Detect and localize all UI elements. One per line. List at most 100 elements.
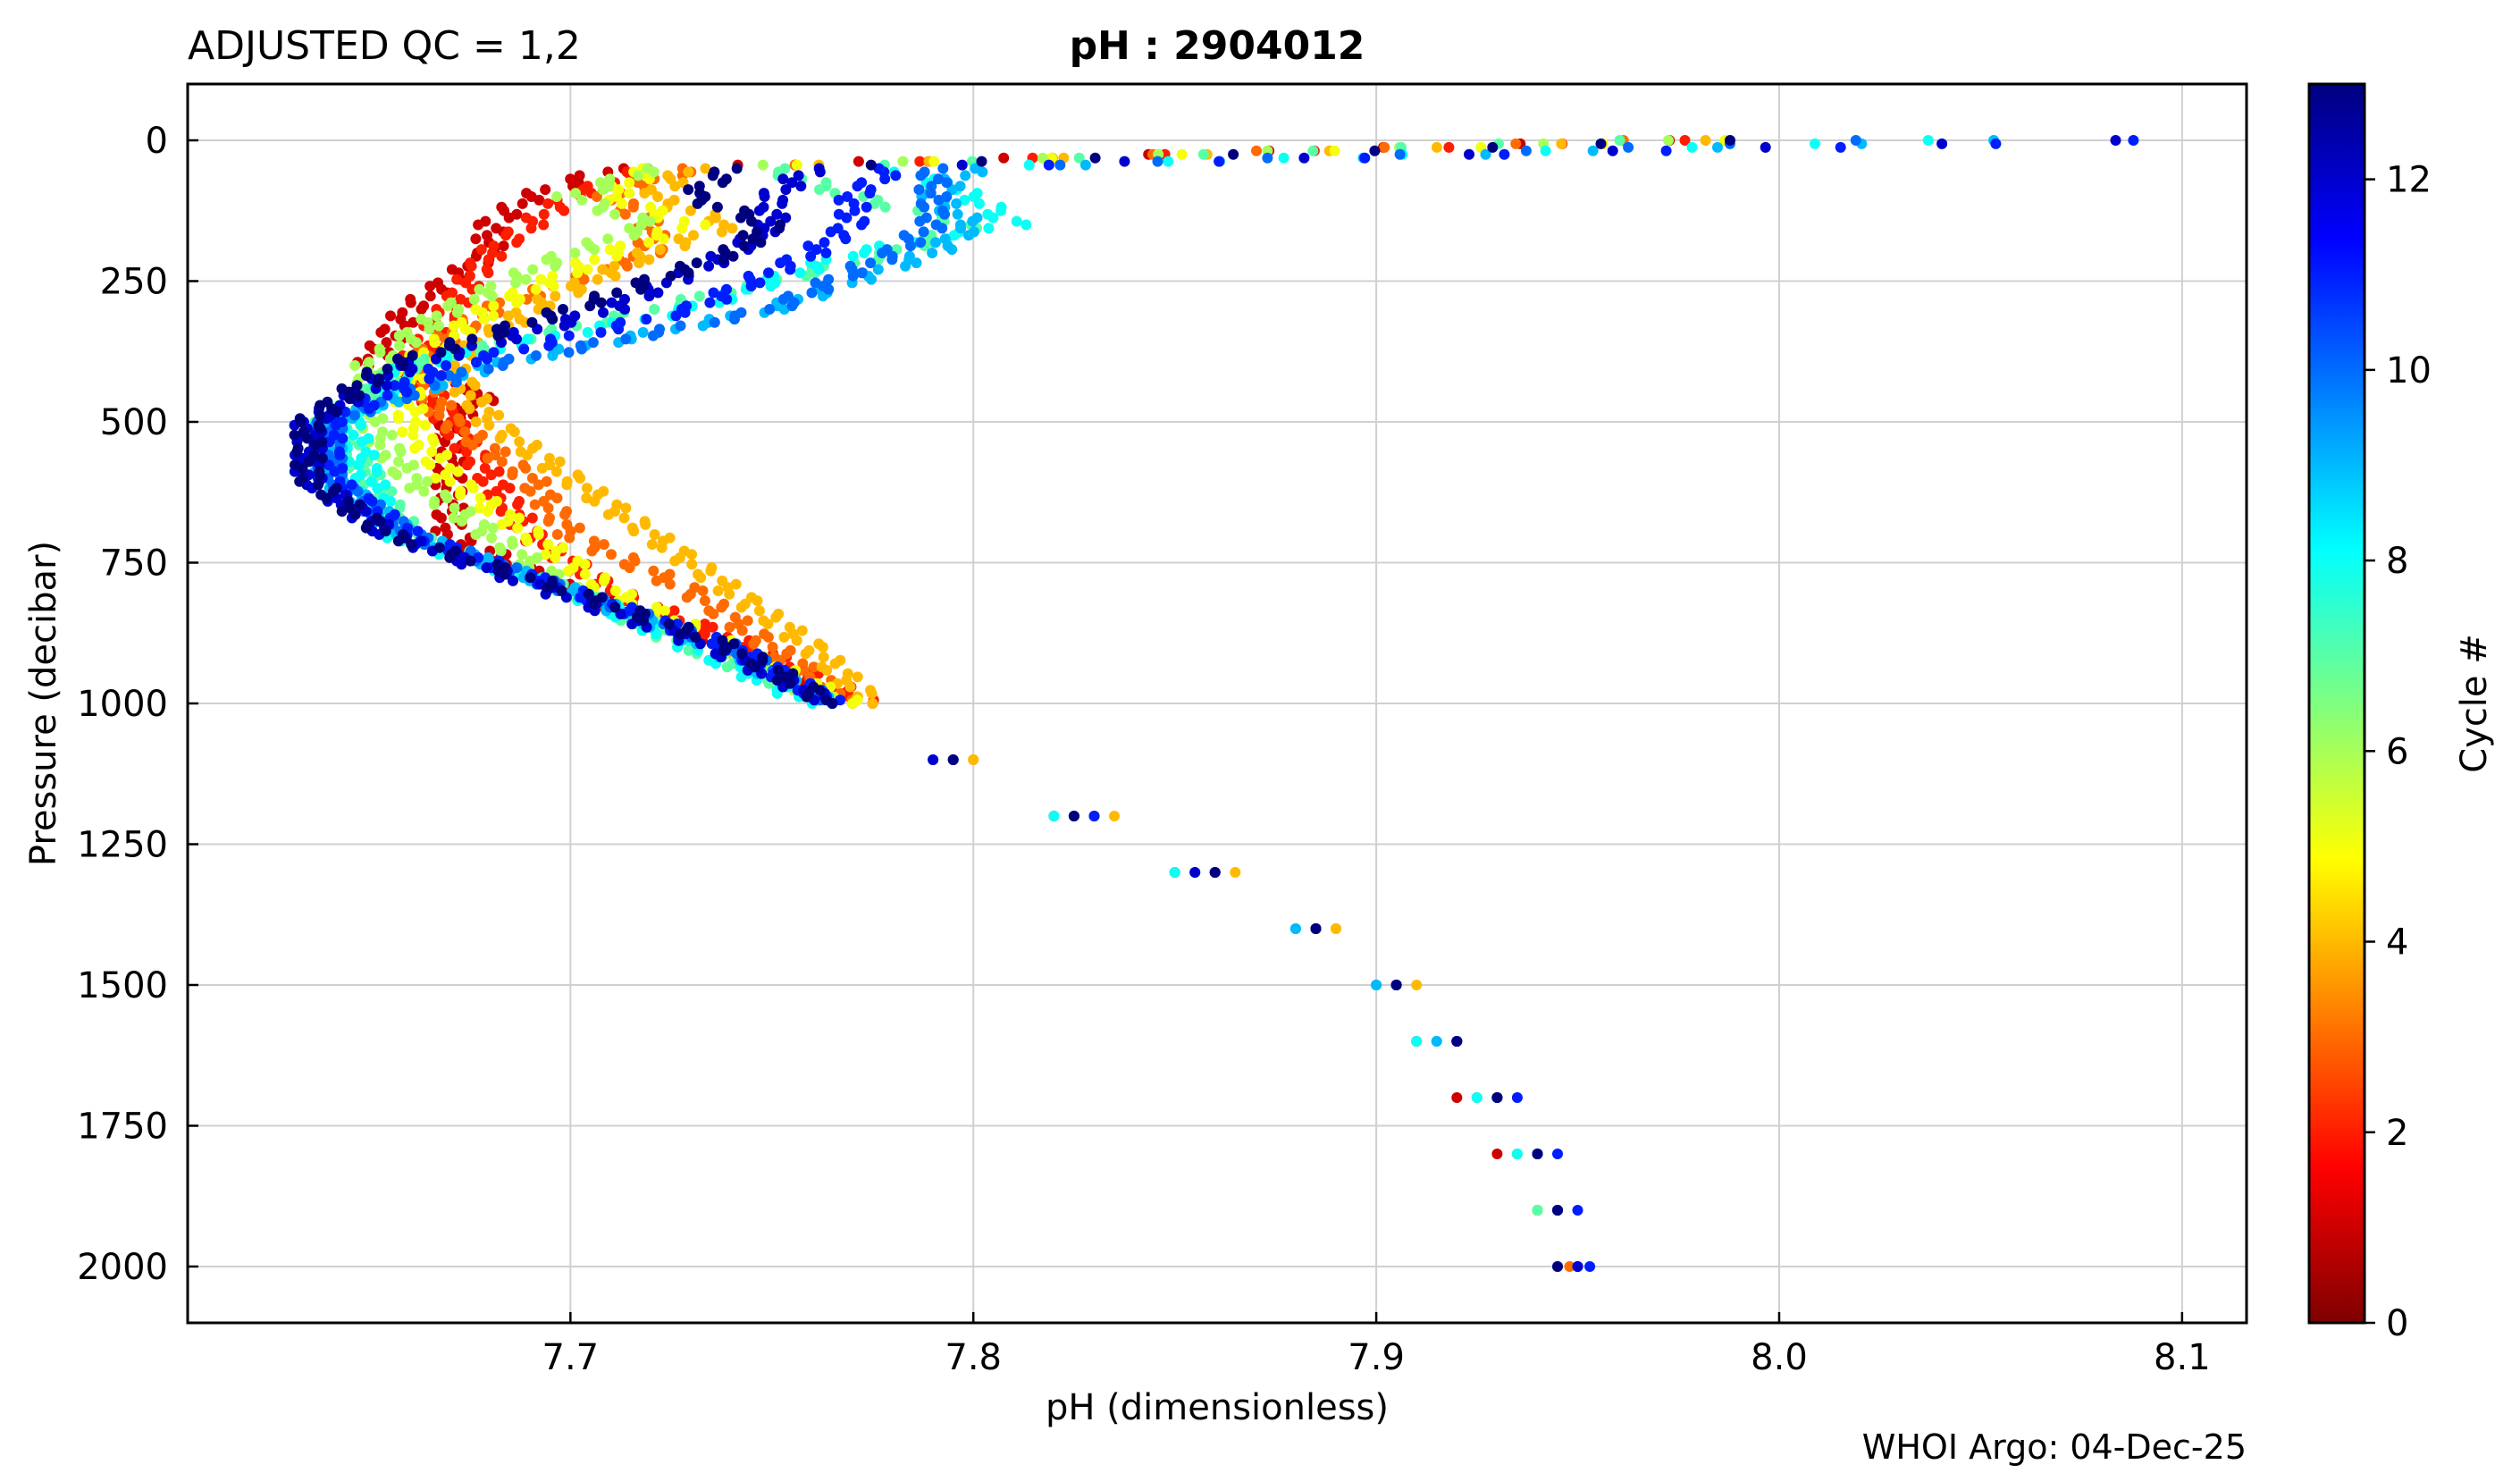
data-point xyxy=(762,619,774,630)
data-point xyxy=(366,495,378,507)
data-point xyxy=(763,267,774,279)
data-point xyxy=(1109,811,1120,821)
data-point xyxy=(349,509,361,520)
data-point xyxy=(533,194,545,206)
data-point xyxy=(688,230,699,241)
data-point xyxy=(451,307,463,318)
data-point xyxy=(1089,152,1101,164)
data-point xyxy=(624,562,635,574)
data-point xyxy=(802,240,814,252)
y-tick-label: 500 xyxy=(100,402,168,443)
data-point xyxy=(1262,152,1273,164)
data-point xyxy=(474,502,485,514)
data-point xyxy=(449,386,460,398)
data-point xyxy=(833,194,844,206)
data-point xyxy=(844,681,856,693)
data-point xyxy=(405,297,416,308)
data-point xyxy=(995,205,1007,216)
data-point xyxy=(1289,923,1301,934)
data-point xyxy=(461,459,473,471)
data-point xyxy=(730,578,742,590)
data-point xyxy=(738,240,750,252)
data-point xyxy=(937,223,948,234)
data-point xyxy=(381,337,392,349)
data-point xyxy=(693,290,705,302)
data-point xyxy=(637,326,649,338)
data-point xyxy=(409,406,421,417)
data-point xyxy=(814,184,825,196)
data-point xyxy=(663,619,675,630)
data-point xyxy=(606,549,617,560)
data-point xyxy=(915,237,927,248)
colorbar-tick-label: 6 xyxy=(2386,731,2408,772)
data-point xyxy=(433,409,445,421)
data-point xyxy=(471,357,482,368)
data-point xyxy=(900,260,911,272)
data-point xyxy=(609,585,621,596)
data-point xyxy=(391,469,403,481)
data-point xyxy=(407,349,418,361)
data-point xyxy=(483,254,494,265)
data-point xyxy=(697,320,709,332)
data-point xyxy=(930,237,941,248)
data-point xyxy=(1394,148,1406,160)
data-point xyxy=(634,257,645,269)
data-point xyxy=(466,333,478,345)
data-point xyxy=(619,208,631,220)
data-point xyxy=(348,429,359,441)
data-point xyxy=(699,628,710,640)
data-point xyxy=(419,419,431,431)
data-point xyxy=(757,654,769,666)
data-point xyxy=(609,208,621,220)
data-point xyxy=(633,170,644,181)
data-point xyxy=(913,184,925,196)
data-point xyxy=(354,499,365,510)
data-point xyxy=(952,208,963,220)
data-point xyxy=(483,506,493,518)
data-point xyxy=(393,330,405,341)
data-point xyxy=(793,170,804,181)
data-point xyxy=(316,452,328,464)
data-point xyxy=(686,559,698,570)
data-point xyxy=(777,173,789,185)
data-point xyxy=(476,396,488,408)
colorbar-label: Cycle # xyxy=(2454,634,2495,773)
data-point xyxy=(827,698,838,709)
data-point xyxy=(977,166,988,178)
data-point xyxy=(1163,156,1174,167)
data-point xyxy=(424,290,436,302)
data-point xyxy=(1369,145,1381,156)
data-point xyxy=(683,644,694,656)
data-point xyxy=(778,631,790,643)
data-point xyxy=(757,159,769,171)
data-point xyxy=(291,446,303,458)
data-point xyxy=(550,290,561,302)
data-point xyxy=(315,400,326,411)
data-point xyxy=(736,625,748,636)
data-point xyxy=(856,219,868,231)
data-point xyxy=(777,293,789,305)
data-point xyxy=(711,201,723,213)
data-point xyxy=(521,535,533,547)
data-point xyxy=(635,283,647,295)
data-point xyxy=(1491,1149,1503,1159)
data-point xyxy=(675,320,686,332)
data-point xyxy=(675,628,686,640)
data-point xyxy=(1011,215,1022,227)
data-point xyxy=(652,287,664,299)
data-point xyxy=(354,390,365,401)
data-point xyxy=(389,380,400,391)
data-point xyxy=(470,233,482,245)
data-point xyxy=(512,499,524,510)
data-point xyxy=(450,376,462,388)
data-point xyxy=(983,223,995,234)
data-point xyxy=(823,283,835,295)
data-point xyxy=(597,264,609,275)
data-point xyxy=(611,287,623,299)
data-point xyxy=(2128,135,2139,146)
data-point xyxy=(727,223,738,234)
data-point xyxy=(1197,148,1209,160)
data-point xyxy=(649,304,660,315)
data-point xyxy=(375,326,387,338)
data-point xyxy=(840,233,852,245)
